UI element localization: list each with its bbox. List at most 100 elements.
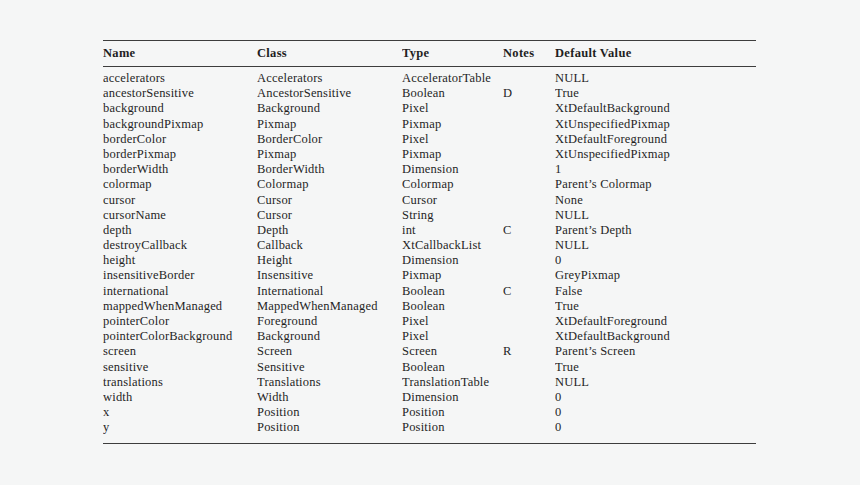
cell-type: Screen [402,344,503,359]
cell-class: Foreground [257,314,402,329]
document-page: Name Class Type Notes Default Value acce… [0,0,860,485]
column-header-type: Type [402,46,503,61]
cell-type: Pixel [402,101,503,116]
cell-type: Pixel [402,329,503,344]
cell-name: background [103,101,257,116]
table-row: backgroundBackgroundPixel XtDefaultBackgr… [103,101,756,116]
cell-name: screen [103,344,257,359]
cell-default: XtDefaultBackground [555,329,756,344]
cell-default: 0 [555,390,756,405]
table-row: backgroundPixmapPixmapPixmapXtUnspecifie… [103,117,756,132]
cell-name: accelerators [103,71,257,86]
cell-default: 0 [555,420,756,435]
cell-default: False [555,284,756,299]
cell-notes: R [503,344,555,359]
cell-name: cursor [103,193,257,208]
cell-type: Position [402,405,503,420]
cell-class: Translations [257,375,402,390]
cell-type: Pixmap [402,147,503,162]
cell-class: Width [257,390,402,405]
table-row: insensitiveBorderInsensitivePixmapGreyPi… [103,268,756,283]
cell-type: Cursor [402,193,503,208]
cell-type: Dimension [402,162,503,177]
cell-default: True [555,299,756,314]
table-row: borderWidthBorderWidthDimension 1 [103,162,756,177]
resource-table: Name Class Type Notes Default Value acce… [103,40,756,444]
cell-class: BorderColor [257,132,402,147]
cell-default: 0 [555,405,756,420]
cell-name: borderPixmap [103,147,257,162]
cell-name: pointerColor [103,314,257,329]
cell-name: colormap [103,177,257,192]
table-row: sensitiveSensitiveBooleanTrue [103,360,756,375]
table-row: mappedWhenManagedMappedWhenManagedBoolea… [103,299,756,314]
cell-class: Colormap [257,177,402,192]
cell-default: 1 [555,162,756,177]
cell-default: NULL [555,208,756,223]
table-row: destroyCallbackCallbackXtCallbackListNUL… [103,238,756,253]
cell-default: True [555,360,756,375]
table-row: pointerColorForegroundPixelXtDefaultFore… [103,314,756,329]
cell-class: Background [257,329,402,344]
table-row: cursorNameCursorString NULL [103,208,756,223]
cell-default: None [555,193,756,208]
cell-class: Pixmap [257,147,402,162]
cell-class: AncestorSensitive [257,86,402,101]
column-header-default: Default Value [555,46,756,61]
cell-class: Depth [257,223,402,238]
cell-class: Screen [257,344,402,359]
cell-type: Boolean [402,86,503,101]
column-header-name: Name [103,46,257,61]
cell-type: String [402,208,503,223]
column-header-notes: Notes [503,46,555,61]
cell-default: Parent’s Colormap [555,177,756,192]
cell-name: backgroundPixmap [103,117,257,132]
cell-type: AcceleratorTable [402,71,503,86]
table-row: colormapColormapColormapParent’s Colorma… [103,177,756,192]
table-row: pointerColorBackgroundBackgroundPixel XtD… [103,329,756,344]
cell-class: Background [257,101,402,116]
cell-default: NULL [555,238,756,253]
cell-name: insensitiveBorder [103,268,257,283]
cell-default: NULL [555,71,756,86]
cell-default: XtDefaultForeground [555,314,756,329]
cell-name: y [103,420,257,435]
table-row: ancestorSensitiveAncestorSensitiveBoolea… [103,86,756,101]
cell-class: Height [257,253,402,268]
table-row: depthDepthintCParent’s Depth [103,223,756,238]
cell-default: GreyPixmap [555,268,756,283]
cell-class: International [257,284,402,299]
table-row: borderPixmapPixmapPixmapXtUnspecifiedPix… [103,147,756,162]
cell-type: Dimension [402,253,503,268]
cell-class: Cursor [257,193,402,208]
cell-default: Parent’s Screen [555,344,756,359]
cell-name: width [103,390,257,405]
cell-class: Accelerators [257,71,402,86]
cell-name: x [103,405,257,420]
cell-type: Pixmap [402,117,503,132]
cell-default: XtDefaultBackground [555,101,756,116]
cell-class: Position [257,405,402,420]
table-row: yPositionPosition0 [103,420,756,435]
cell-name: borderWidth [103,162,257,177]
cell-type: XtCallbackList [402,238,503,253]
table-row: heightHeightDimension 0 [103,253,756,268]
cell-default: Parent’s Depth [555,223,756,238]
cell-class: Position [257,420,402,435]
cell-class: Cursor [257,208,402,223]
cell-name: ancestorSensitive [103,86,257,101]
cell-class: BorderWidth [257,162,402,177]
cell-type: Position [402,420,503,435]
cell-name: height [103,253,257,268]
cell-name: pointerColorBackground [103,329,257,344]
cell-default: 0 [555,253,756,268]
cell-class: Insensitive [257,268,402,283]
column-header-class: Class [257,46,402,61]
cell-type: Boolean [402,360,503,375]
cell-name: cursorName [103,208,257,223]
table-header-row: Name Class Type Notes Default Value [103,41,756,66]
cell-default: XtDefaultForeground [555,132,756,147]
cell-default: NULL [555,375,756,390]
table-row: borderColorBorderColorPixelXtDefaultFore… [103,132,756,147]
cell-type: Dimension [402,390,503,405]
